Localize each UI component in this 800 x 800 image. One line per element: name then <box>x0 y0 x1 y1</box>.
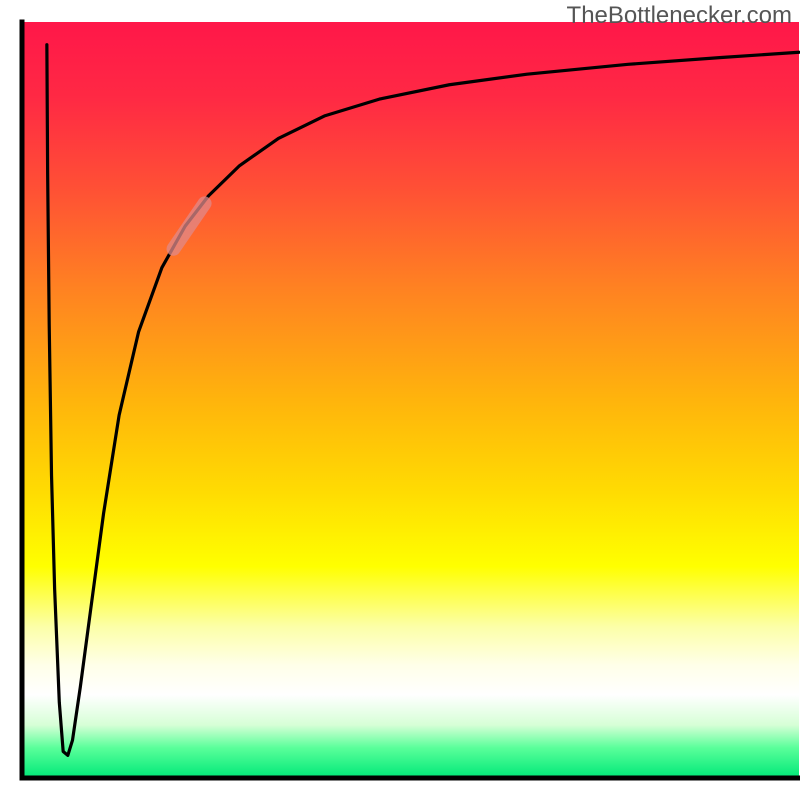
chart-container: TheBottlenecker.com <box>0 0 800 800</box>
bottleneck-chart <box>0 0 800 800</box>
plot-background <box>22 22 799 778</box>
watermark-text: TheBottlenecker.com <box>567 2 792 30</box>
